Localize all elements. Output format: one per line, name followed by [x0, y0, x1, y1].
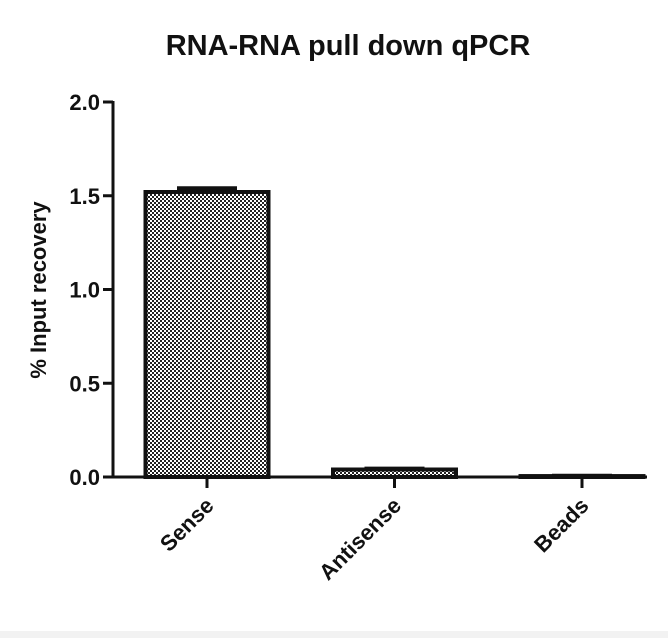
bar [331, 467, 458, 479]
footer-strip [0, 631, 668, 638]
bar [518, 474, 646, 479]
y-axis-label: % Input recovery [26, 201, 51, 379]
bar [143, 190, 271, 479]
x-tick-label: Beads [529, 493, 593, 557]
x-tick-label: Antisense [314, 493, 406, 585]
y-tick-label: 0.5 [69, 371, 100, 396]
y-tick-label: 2.0 [69, 90, 100, 115]
chart-title: RNA-RNA pull down qPCR [166, 30, 531, 62]
y-tick-label: 1.0 [69, 278, 100, 303]
y-tick-label: 0.0 [69, 465, 100, 490]
x-tick-label: Sense [155, 493, 219, 557]
y-tick-label: 1.5 [69, 184, 100, 209]
